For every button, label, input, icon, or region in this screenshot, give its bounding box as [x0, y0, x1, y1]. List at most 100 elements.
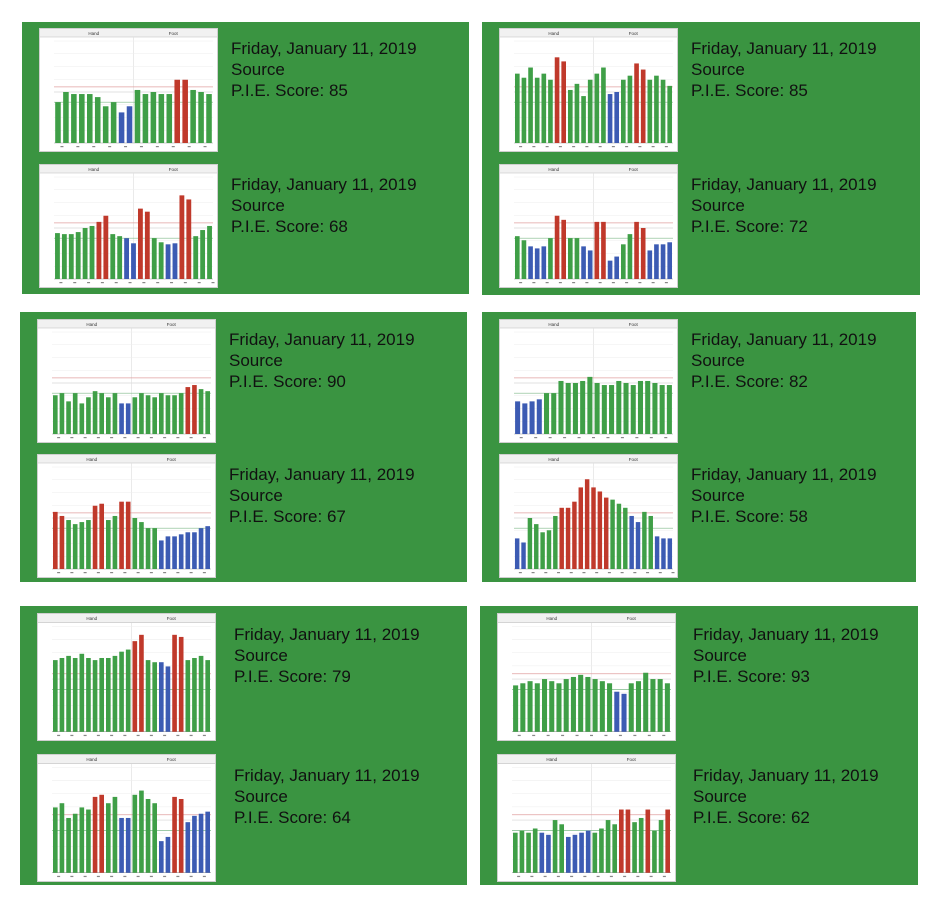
chart-bar: [667, 85, 673, 143]
chart-tick-label: [585, 282, 589, 284]
chart-tick-label: [618, 734, 622, 737]
report-info: Friday, January 11, 2019 Source P.I.E. S…: [691, 329, 877, 392]
chart-bar: [112, 796, 118, 873]
chart-bar: [165, 395, 171, 434]
report-info: Friday, January 11, 2019 Source P.I.E. S…: [234, 765, 420, 828]
chart-tick-label: [189, 875, 193, 878]
chart-bar: [59, 515, 65, 569]
chart-group-label: Hand: [86, 322, 97, 327]
chart-bar: [581, 246, 586, 279]
chart-bar: [145, 528, 151, 569]
chart-bar: [68, 234, 74, 279]
chart-bar: [526, 832, 531, 873]
chart-bar: [521, 77, 527, 143]
chart-tick-label: [123, 734, 127, 737]
chart-bar: [151, 238, 157, 279]
chart-bar: [205, 391, 211, 434]
chart-bar: [548, 79, 553, 143]
chart-bar: [99, 393, 105, 434]
chart-bar: [625, 809, 631, 873]
chart-tick-label: [136, 734, 140, 737]
chart-tick-label: [635, 437, 639, 439]
chart-tick-label: [598, 146, 602, 148]
chart-bar: [105, 803, 111, 873]
chart-tick-label: [607, 572, 611, 574]
report-panel-3: Hand Foot Friday, January 11, 2019 Source…: [20, 312, 467, 582]
chart-bar: [546, 530, 552, 569]
chart-bar: [645, 380, 651, 434]
chart-header-strip: [498, 755, 675, 764]
chart-bar: [182, 79, 188, 143]
chart-bar: [63, 92, 69, 143]
chart-bar: [554, 57, 560, 143]
chart-tick-label: [633, 572, 637, 574]
bar-chart-thumbnail: Hand Foot: [497, 613, 676, 741]
chart-group-label: Hand: [546, 757, 557, 762]
chart-tick-label: [171, 146, 175, 148]
chart-bar: [52, 511, 58, 569]
chart-tick-label: [611, 282, 615, 284]
chart-bar: [192, 385, 197, 434]
chart-tick-label: [569, 572, 573, 574]
chart-tick-label: [57, 572, 61, 574]
chart-bar: [139, 790, 144, 873]
chart-tick-label: [170, 282, 174, 284]
chart-bar: [574, 83, 580, 143]
report-source: Source: [234, 787, 288, 806]
chart-bar: [536, 399, 542, 434]
bar-chart-thumbnail: Hand Foot: [37, 454, 216, 578]
chart-bar: [158, 841, 164, 873]
chart-tick-label: [83, 734, 87, 737]
chart-bar: [82, 228, 88, 279]
chart-bar: [139, 393, 144, 434]
chart-bar: [607, 260, 613, 279]
bar-chart-thumbnail: Hand Foot: [39, 164, 218, 288]
chart-bar: [645, 809, 651, 873]
chart-tick-label: [189, 572, 193, 574]
chart-bar: [551, 393, 557, 434]
report-info: Friday, January 11, 2019 Source P.I.E. S…: [231, 174, 417, 237]
chart-tick-label: [163, 734, 167, 737]
chart-tick-label: [128, 282, 132, 284]
chart-bar: [515, 401, 521, 434]
report-entry: Hand Foot Friday, January 11, 2019 Source…: [22, 23, 469, 159]
chart-bar: [118, 112, 125, 143]
report-entry: Hand Foot Friday, January 11, 2019 Source…: [20, 749, 467, 885]
chart-tick-label: [671, 572, 675, 574]
report-source: Source: [691, 351, 745, 370]
chart-bar: [66, 401, 71, 434]
chart-bar: [638, 817, 644, 873]
chart-bar: [541, 246, 547, 279]
chart-tick-label: [76, 146, 80, 148]
bar-chart-thumbnail: Hand Foot: [499, 28, 678, 152]
chart-bar: [178, 636, 184, 732]
chart-bar: [660, 79, 666, 143]
chart-group-label: Foot: [629, 322, 639, 327]
chart-bar: [150, 92, 157, 143]
chart-tick-label: [606, 437, 610, 439]
chart-bar: [599, 681, 605, 732]
chart-bar: [99, 794, 105, 873]
chart-bar: [594, 73, 600, 143]
chart-bar: [635, 522, 641, 569]
report-panel-4: Hand Foot Friday, January 11, 2019 Source…: [482, 312, 916, 582]
chart-bar: [643, 672, 649, 732]
chart-header-strip: [498, 614, 675, 623]
chart-bar: [144, 211, 150, 279]
chart-tick-label: [604, 734, 608, 737]
chart-tick-label: [163, 437, 167, 439]
report-entry: Hand Foot Friday, January 11, 2019 Source…: [482, 449, 916, 585]
chart-bar: [198, 528, 204, 569]
chart-tick-label: [110, 437, 114, 439]
chart-tick-label: [149, 437, 153, 439]
chart-bar: [158, 540, 164, 569]
chart-bar: [139, 634, 144, 732]
chart-tick-label: [649, 875, 653, 878]
chart-bar: [642, 511, 647, 569]
chart-bar: [634, 63, 639, 143]
report-entry: Hand Foot Friday, January 11, 2019 Source…: [20, 314, 467, 450]
chart-bar: [206, 94, 212, 143]
chart-bar: [165, 536, 171, 569]
chart-bar: [92, 660, 98, 732]
chart-bar: [514, 538, 520, 569]
